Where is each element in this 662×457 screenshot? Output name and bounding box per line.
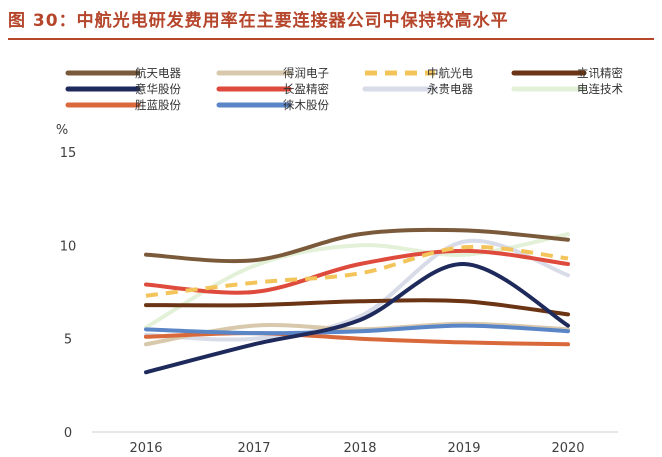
legend-label: 永贵电器 [427, 82, 473, 96]
legend-label: 得润电子 [283, 66, 329, 80]
y-tick-label: 0 [64, 426, 72, 441]
x-tick-label: 2016 [129, 441, 162, 456]
legend-label: 电连技术 [577, 82, 623, 96]
legend-label: 长盈精密 [283, 82, 329, 96]
legend-label: 胜蓝股份 [135, 98, 181, 112]
series-line-3 [144, 298, 570, 317]
x-axis-ticks: 2016 2017 2018 2019 2020 [129, 441, 584, 456]
legend-label: 中航光电 [427, 66, 473, 80]
x-tick-label: 2018 [343, 441, 376, 456]
y-tick-label: 5 [64, 333, 72, 348]
legend-label: 立讯精密 [577, 66, 623, 80]
series-line-6 [144, 238, 570, 342]
x-tick-label: 2019 [447, 441, 480, 456]
y-axis-unit-label: % [56, 123, 68, 138]
series-lines [144, 227, 570, 375]
legend-label: 航天电器 [135, 66, 181, 80]
series-line-0 [144, 227, 570, 264]
legend-label: 徕木股份 [283, 98, 329, 112]
x-tick-label: 2017 [237, 441, 270, 456]
series-line-9 [144, 323, 570, 336]
series-line-5 [144, 248, 570, 295]
y-axis-ticks: 0 5 10 15 [60, 146, 77, 441]
legend-label: 意华股份 [135, 82, 181, 96]
series-line-4 [144, 261, 570, 375]
y-tick-label: 10 [60, 239, 77, 254]
figure-title: 图 30：中航光电研发费用率在主要连接器公司中保持较高水平 [8, 11, 509, 31]
x-tick-label: 2020 [551, 441, 584, 456]
title-divider [8, 38, 654, 40]
y-tick-label: 15 [60, 146, 77, 161]
